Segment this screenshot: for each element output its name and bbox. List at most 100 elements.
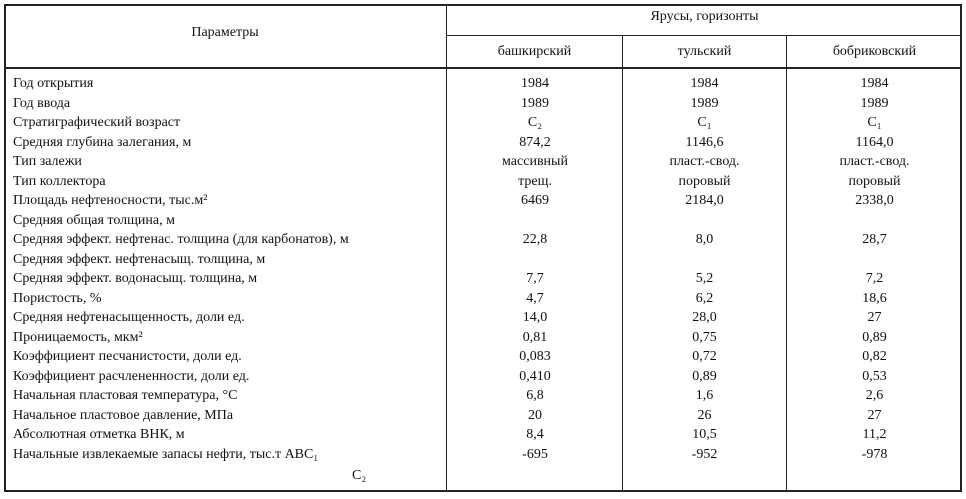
cell-value: 1989 (690, 95, 719, 111)
table-row: Средняя эффект. водонасыщ. толщина, м 7,7… (0, 269, 966, 289)
table-row: Средняя нефтенасыщенность, доли ед. 14,0 2… (0, 308, 966, 328)
cell-value: 8,0 (695, 232, 714, 247)
cell-value: 22,8 (522, 232, 548, 247)
cell-value: C₁ (867, 115, 882, 130)
cell-value: 10,5 (692, 427, 717, 442)
cell-value: пласт.-свод. (839, 154, 910, 169)
table-row: Начальные извлекаемые запасы нефти, тыс.… (0, 445, 966, 465)
cell-value: 0,083 (519, 349, 551, 364)
parameter-label: Пористость, % (13, 290, 102, 306)
column-divider (446, 4, 447, 492)
cell-value: -695 (522, 446, 548, 462)
table-row: Средняя эффект. нефтенас. толщина (для к… (0, 230, 966, 250)
cell-value: 0,53 (862, 368, 887, 384)
column-divider (622, 35, 623, 492)
table-row: Абсолютная отметка ВНК, м 8,4 10,5 11,2 (0, 425, 966, 445)
parameter-label: Абсолютная отметка ВНК, м (13, 427, 185, 442)
header-column-tula: тульский (677, 44, 732, 59)
parameter-label: Средняя нефтенасыщенность, доли ед. (13, 310, 245, 325)
cell-value: 0,72 (692, 349, 717, 364)
header-parameters: Параметры (191, 25, 259, 40)
cell-value: 1164,0 (855, 134, 894, 150)
cell-value: 27 (867, 310, 882, 325)
cell-value: 2184,0 (685, 193, 724, 208)
cell-value: 27 (867, 407, 882, 423)
table-border (4, 4, 962, 492)
cell-value: 7,7 (526, 271, 544, 286)
table-row: Тип залежи массивный пласт.-свод. пласт.-св… (0, 152, 966, 172)
table-row: Начальное пластовое давление, МПа 20 26 27 (0, 406, 966, 426)
parameter-label: Стратиграфический возраст (13, 115, 181, 130)
cell-value: 0,82 (862, 349, 887, 364)
cell-value: 8,4 (526, 427, 544, 442)
cell-value: 1146,6 (685, 134, 724, 150)
cell-value: 2,6 (865, 388, 884, 403)
parameter-label: Коэффициент расчлененности, доли ед. (13, 368, 250, 384)
parameter-label: Год открытия (13, 76, 94, 91)
cell-value: 1989 (521, 95, 549, 111)
column-divider (786, 35, 787, 492)
cell-value: 7,2 (865, 271, 884, 286)
header-column-bobrikov: бобриковский (832, 44, 917, 59)
cell-value: 6,8 (526, 388, 544, 403)
header-divider (446, 35, 962, 36)
cell-value: 0,410 (519, 368, 551, 384)
cell-value: 2338,0 (855, 193, 894, 208)
table-row: Начальная пластовая температура, °С 6,8 1,… (0, 386, 966, 406)
parameter-label: Проницаемость, мкм² (13, 329, 143, 345)
parameter-label: Средняя общая толщина, м (13, 212, 175, 228)
table-row: Средняя общая толщина, м (0, 211, 966, 231)
parameter-label: Начальное пластовое давление, МПа (13, 407, 234, 423)
cell-value: 1984 (521, 76, 549, 91)
cell-value: трещ. (518, 173, 552, 189)
cell-value: 18,6 (862, 290, 887, 306)
header-column-bashkir: башкирский (497, 44, 572, 59)
table-row: Тип коллектора трещ. поровый поровый (0, 172, 966, 192)
cell-value: 11,2 (862, 427, 887, 442)
cell-value: 28,0 (692, 310, 717, 325)
cell-value: 4,7 (526, 290, 544, 306)
cell-value: 26 (697, 407, 712, 423)
table-row: Проницаемость, мкм² 0,81 0,75 0,89 (0, 328, 966, 348)
header-bottom-line (4, 67, 962, 69)
last-row-subline: C₂ (0, 466, 966, 486)
table-row: Год открытия 1984 1984 1984 (0, 74, 966, 94)
cell-value: 1984 (860, 76, 889, 91)
cell-value: 5,2 (695, 271, 714, 286)
cell-value: 1989 (860, 95, 889, 111)
parameter-label: Тип коллектора (13, 173, 106, 189)
c2-label: C₂ (352, 468, 367, 483)
parameter-label: Коэффициент песчанистости, доли ед. (13, 349, 242, 364)
cell-value: 0,89 (862, 329, 887, 345)
cell-value: -978 (861, 446, 888, 462)
cell-value: 0,89 (692, 368, 717, 384)
cell-value: 1984 (690, 76, 719, 91)
cell-value: 0,81 (522, 329, 548, 345)
parameter-label: Средняя эффект. нефтенасыщ. толщина, м (13, 251, 266, 267)
parameter-label: Начальные извлекаемые запасы нефти, тыс.… (13, 446, 319, 462)
cell-value: массивный (502, 154, 568, 169)
parameter-label: Средняя эффект. водонасыщ. толщина, м (13, 271, 258, 286)
parameter-label: Площадь нефтеносности, тыс.м² (13, 193, 208, 208)
cell-value: -952 (691, 446, 718, 462)
table-row: Стратиграфический возраст C₂ C₁ C₁ (0, 113, 966, 133)
cell-value: C₁ (697, 115, 712, 130)
cell-value: C₂ (527, 115, 543, 130)
table-row: Пористость, % 4,7 6,2 18,6 (0, 289, 966, 309)
parameter-label: Год ввода (13, 95, 71, 111)
cell-value: 1,6 (695, 388, 714, 403)
table-row: Год ввода 1989 1989 1989 (0, 94, 966, 114)
cell-value: 20 (528, 407, 542, 423)
cell-value: 6469 (521, 193, 549, 208)
table-row: Средняя эффект. нефтенасыщ. толщина, м (0, 250, 966, 270)
cell-value: поровый (848, 173, 901, 189)
cell-value: поровый (678, 173, 731, 189)
parameter-label: Начальная пластовая температура, °С (13, 388, 238, 403)
cell-value: 0,75 (692, 329, 717, 345)
table-row: Коэффициент песчанистости, доли ед. 0,083… (0, 347, 966, 367)
cell-value: 874,2 (519, 134, 551, 150)
cell-value: пласт.-свод. (669, 154, 740, 169)
cell-value: 14,0 (522, 310, 548, 325)
cell-value: 28,7 (862, 232, 887, 247)
table-row: Средняя глубина залегания, м 874,2 1146,6 1… (0, 133, 966, 153)
